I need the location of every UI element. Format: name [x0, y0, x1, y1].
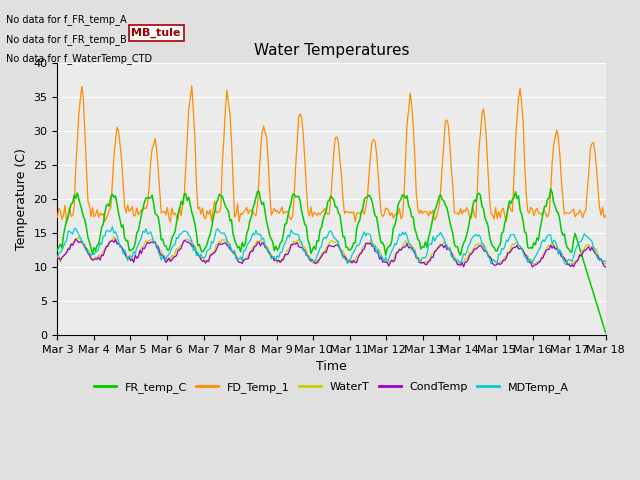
Legend: FR_temp_C, FD_Temp_1, WaterT, CondTemp, MDTemp_A: FR_temp_C, FD_Temp_1, WaterT, CondTemp, …: [90, 378, 573, 397]
Text: No data for f_WaterTemp_CTD: No data for f_WaterTemp_CTD: [6, 53, 152, 64]
Y-axis label: Temperature (C): Temperature (C): [15, 148, 28, 250]
Text: No data for f_FR_temp_A: No data for f_FR_temp_A: [6, 14, 127, 25]
Text: MB_tule: MB_tule: [131, 28, 180, 38]
X-axis label: Time: Time: [316, 360, 347, 373]
Title: Water Temperatures: Water Temperatures: [254, 43, 409, 58]
Text: No data for f_FR_temp_B: No data for f_FR_temp_B: [6, 34, 127, 45]
